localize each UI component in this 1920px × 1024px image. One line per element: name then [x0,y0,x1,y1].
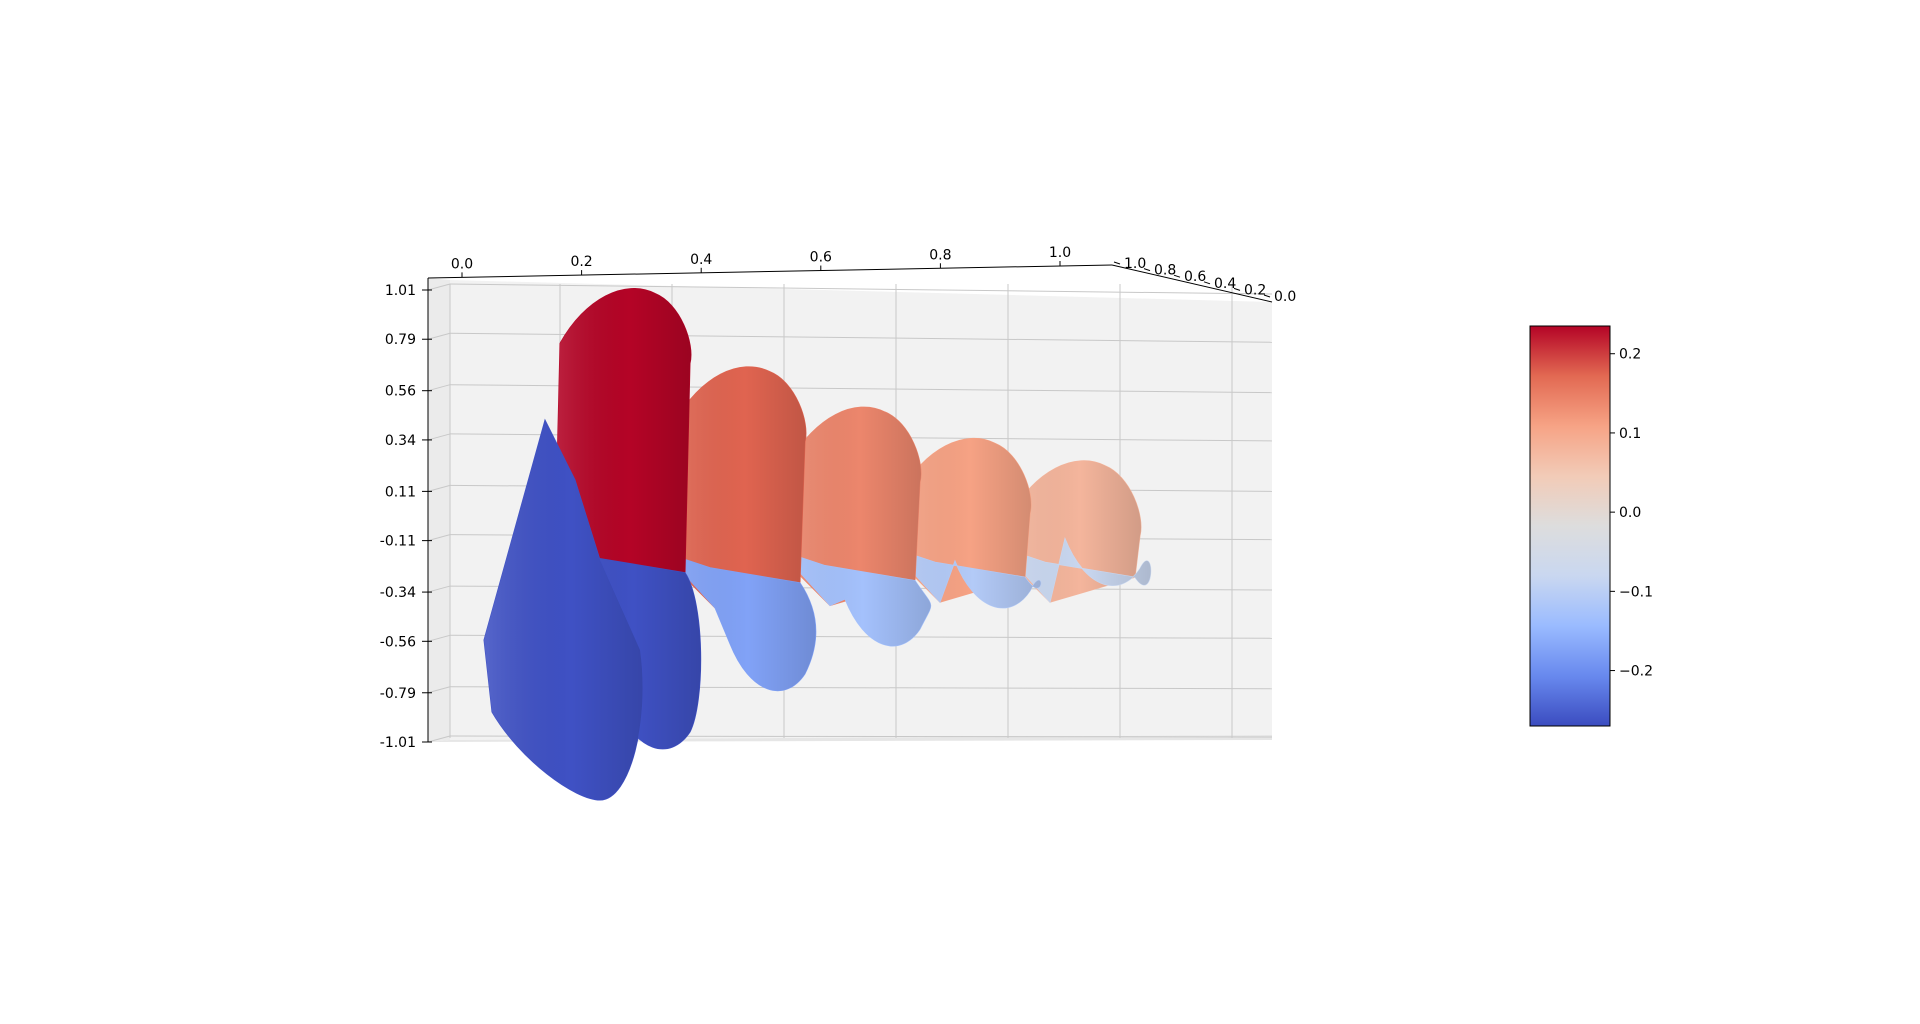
colorbar: 0.2 0.1 0.0 −0.1 −0.2 [1529,325,1653,727]
depth-axis-line [1111,264,1273,303]
y-tick-label: 0.6 [1184,269,1206,285]
colorbar-ticks: 0.2 0.1 0.0 −0.1 −0.2 [1610,347,1653,680]
grid-line [427,384,451,392]
x-tick-label: 0.2 [570,254,592,270]
grid-line [427,433,451,441]
surface-shading [890,547,1041,608]
y-tick-mark [1173,274,1181,278]
grid-line [427,735,451,743]
x-tick-label: 1.0 [1049,245,1071,261]
surface-shading [484,420,643,800]
x-ticks: 0.0 0.2 0.4 0.6 0.8 1.0 [451,245,1071,278]
z-tick-label: -0.11 [380,534,416,550]
y-tick-mark [1203,281,1211,285]
colorbar-gradient [1529,325,1611,727]
z-tick-label: -0.79 [380,686,416,702]
colorbar-tick-label: −0.1 [1619,584,1653,600]
x-tick-label: 0.4 [690,252,712,268]
z-tick-label: 1.01 [385,283,416,299]
y-tick-mark [1263,294,1271,298]
z-tick-label: -0.56 [380,634,416,650]
y-tick-label: 0.8 [1154,263,1176,279]
z-tick-label: -1.01 [380,735,416,751]
surface-shading [780,550,931,646]
y-tick-label: 1.0 [1124,256,1146,272]
z-ticks: 1.01 0.79 0.56 0.34 0.11 -0.11 -0.34 -0.56 -0.79… [380,283,432,751]
surface-shading [555,288,691,598]
grid-line [427,634,451,642]
top-axis-line [427,264,1113,279]
y-tick-mark [1233,287,1241,291]
grid-line [427,484,451,492]
z-tick-label: -0.34 [380,585,416,601]
z-tick-label: 0.11 [385,484,416,500]
colorbar-tick-label: 0.1 [1619,426,1641,442]
grid-line [427,332,451,340]
z-tick-label: 0.56 [385,384,416,400]
x-tick-label: 0.0 [451,256,473,272]
x-tick-label: 0.8 [929,247,951,263]
colorbar-tick-label: 0.2 [1619,347,1641,363]
grid-line [427,686,451,694]
surface [483,288,1152,801]
z-tick-label: 0.79 [385,332,416,348]
z-tick-label: 0.34 [385,433,416,449]
colorbar-tick-label: 0.0 [1619,505,1641,521]
y-tick-label: 0.0 [1274,289,1296,305]
grid-line [427,534,451,542]
grid-line [427,585,451,593]
left-pane [428,278,450,742]
colorbar-tick-label: −0.2 [1619,664,1653,680]
x-tick-label: 0.6 [810,250,832,266]
grid-line [427,283,451,291]
surface-shading [785,407,921,606]
y-ticks: 1.0 0.8 0.6 0.4 0.2 0.0 [1113,256,1296,305]
y-tick-label: 0.4 [1214,276,1236,292]
surface-shading [665,552,816,691]
surface-shading [670,366,806,608]
y-tick-mark [1143,268,1151,272]
y-tick-label: 0.2 [1244,282,1266,298]
grid-line [449,283,1273,295]
y-tick-mark [1113,261,1121,265]
